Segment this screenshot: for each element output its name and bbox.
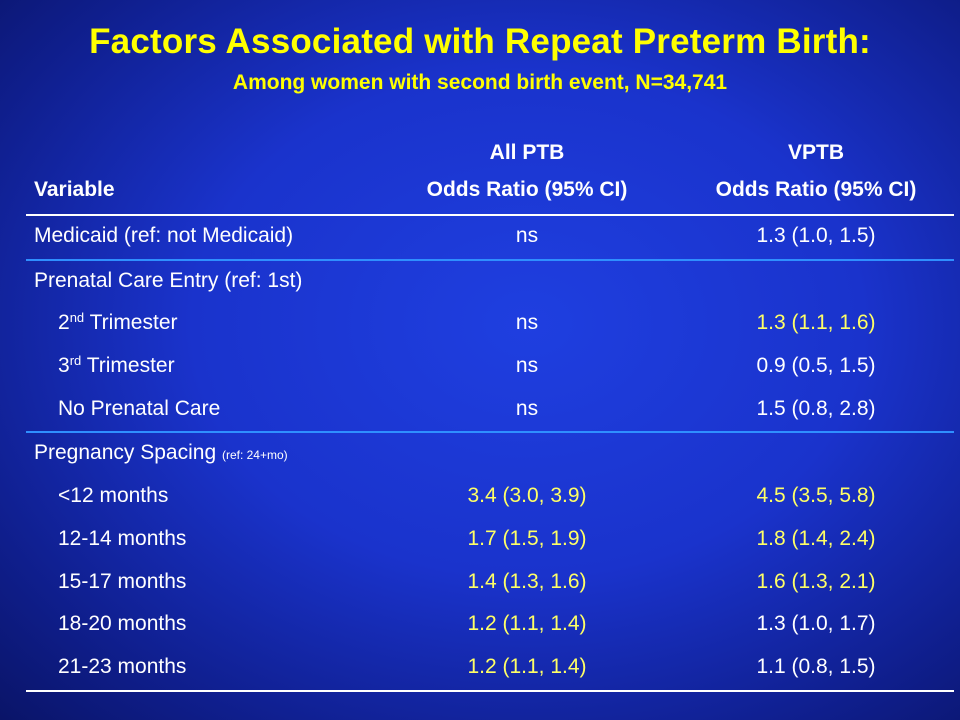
header-variable: Variable — [34, 178, 115, 201]
vptb-value: 1.8 (1.4, 2.4) — [756, 526, 876, 550]
table-row-3rd-trimester: 3rd Trimester ns 0.9 (0.5, 1.5) — [26, 346, 954, 389]
row-label: 2nd Trimester — [58, 310, 178, 335]
table-row-15-17-months: 15-17 months 1.4 (1.3, 1.6) 1.6 (1.3, 2.… — [26, 562, 954, 605]
vptb-value: 1.3 (1.0, 1.7) — [756, 612, 876, 636]
table-row-18-20-months: 18-20 months 1.2 (1.1, 1.4) 1.3 (1.0, 1.… — [26, 604, 954, 647]
slide-title: Factors Associated with Repeat Preterm B… — [89, 22, 871, 61]
vptb-value: 0.9 (0.5, 1.5) — [756, 354, 876, 378]
row-label: 21-23 months — [58, 654, 187, 678]
vptb-value: 1.5 (0.8, 2.8) — [756, 396, 876, 420]
all-ptb-value: 3.4 (3.0, 3.9) — [467, 484, 587, 508]
header-vptb: VPTB — [787, 141, 844, 164]
row-label: Medicaid (ref: not Medicaid) — [34, 224, 294, 247]
all-ptb-value: 1.7 (1.5, 1.9) — [467, 526, 587, 550]
all-ptb-value: 1.4 (1.3, 1.6) — [467, 569, 587, 593]
table-row-medicaid: Medicaid (ref: not Medicaid) ns 1.3 (1.0… — [26, 216, 954, 261]
vptb-value: 1.3 (1.0, 1.5) — [756, 224, 876, 247]
vptb-value: 1.6 (1.3, 2.1) — [756, 569, 876, 593]
row-label: <12 months — [58, 484, 169, 508]
row-label: 18-20 months — [58, 612, 187, 636]
all-ptb-value: ns — [515, 354, 539, 378]
table-row-lt12-months: <12 months 3.4 (3.0, 3.9) 4.5 (3.5, 5.8) — [26, 476, 954, 519]
table-row-12-14-months: 12-14 months 1.7 (1.5, 1.9) 1.8 (1.4, 2.… — [26, 519, 954, 562]
table-row-prenatal-care-heading: Prenatal Care Entry (ref: 1st) — [26, 261, 954, 304]
row-label: Prenatal Care Entry (ref: 1st) — [34, 268, 303, 292]
vptb-value: 4.5 (3.5, 5.8) — [756, 484, 876, 508]
vptb-value: 1.3 (1.1, 1.6) — [756, 311, 876, 335]
header-all-ptb-or: Odds Ratio (95% CI) — [426, 178, 628, 201]
header-vptb-or: Odds Ratio (95% CI) — [715, 178, 917, 201]
row-label: 3rd Trimester — [58, 353, 175, 378]
row-label: Pregnancy Spacing (ref: 24+mo) — [34, 441, 288, 465]
table-row-no-prenatal-care: No Prenatal Care ns 1.5 (0.8, 2.8) — [26, 389, 954, 434]
all-ptb-value: 1.2 (1.1, 1.4) — [467, 654, 587, 678]
table-header: Variable All PTB Odds Ratio (95% CI) VPT… — [26, 138, 954, 216]
table-row-21-23-months: 21-23 months 1.2 (1.1, 1.4) 1.1 (0.8, 1.… — [26, 647, 954, 692]
all-ptb-value: ns — [515, 224, 539, 247]
all-ptb-value: ns — [515, 396, 539, 420]
table-row-2nd-trimester: 2nd Trimester ns 1.3 (1.1, 1.6) — [26, 303, 954, 346]
all-ptb-value: ns — [515, 311, 539, 335]
row-label: 12-14 months — [58, 526, 187, 550]
vptb-value: 1.1 (0.8, 1.5) — [756, 654, 876, 678]
row-label: No Prenatal Care — [58, 396, 221, 420]
row-label: 15-17 months — [58, 569, 187, 593]
all-ptb-value: 1.2 (1.1, 1.4) — [467, 612, 587, 636]
odds-ratio-table: Variable All PTB Odds Ratio (95% CI) VPT… — [26, 138, 954, 692]
slide-subtitle: Among women with second birth event, N=3… — [232, 71, 728, 94]
header-all-ptb: All PTB — [489, 141, 565, 164]
table-row-pregnancy-spacing-heading: Pregnancy Spacing (ref: 24+mo) — [26, 433, 954, 476]
